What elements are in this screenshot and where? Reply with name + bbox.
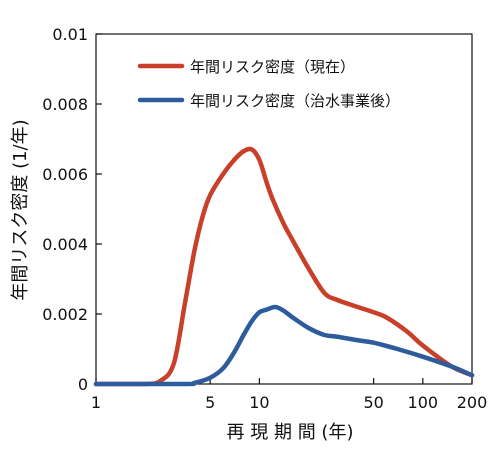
series-line-1: [93, 146, 475, 387]
y-tick-label: 0.006: [42, 165, 88, 184]
y-axis-title: 年間リスク密度 (1/年): [10, 119, 31, 300]
y-tick-label: 0.004: [42, 235, 88, 254]
x-tick-label: 10: [249, 393, 269, 412]
series-line-2: [93, 304, 475, 387]
legend-label: 年間リスク密度（現在）: [190, 58, 355, 76]
series-layer: [93, 146, 475, 387]
plot-frame: [95, 33, 473, 385]
x-tick-label: 5: [205, 393, 215, 412]
x-tick-label: 200: [457, 393, 488, 412]
y-axis: 0 0.002 0.004 0.006 0.008 0.01: [42, 25, 102, 394]
y-tick-label: 0: [78, 375, 88, 394]
x-axis: 1 5 10 50 100 200: [91, 378, 487, 412]
legend-label: 年間リスク密度（治水事業後）: [190, 92, 400, 110]
y-tick-label: 0.008: [42, 95, 88, 114]
x-tick-label: 1: [91, 393, 101, 412]
x-tick-label: 100: [408, 393, 439, 412]
x-axis-title: 再 現 期 間 (年): [227, 422, 354, 443]
y-tick-label: 0.01: [52, 25, 88, 44]
legend: 年間リスク密度（現在） 年間リスク密度（治水事業後）: [137, 58, 400, 110]
y-tick-label: 0.002: [42, 305, 88, 324]
x-tick-label: 50: [363, 393, 383, 412]
